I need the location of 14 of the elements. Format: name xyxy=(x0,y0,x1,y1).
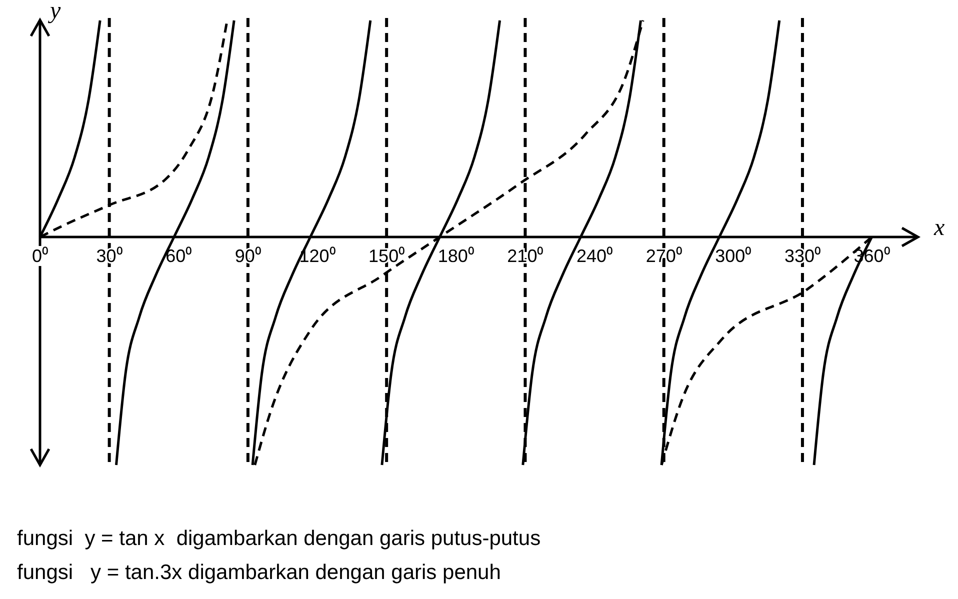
x-tick-label: 120⁰ xyxy=(299,246,336,266)
x-tick-label: 240⁰ xyxy=(576,246,613,266)
x-tick-label: 210⁰ xyxy=(507,246,544,266)
x-tick-label: 60⁰ xyxy=(166,246,192,266)
x-tick-label: 150⁰ xyxy=(368,246,405,266)
x-tick-label: 300⁰ xyxy=(715,246,752,266)
text: fungsi y = tan x digambarkan dengan garis putus-putus xyxy=(17,527,541,550)
x-tick-label: 180⁰ xyxy=(438,246,474,266)
x-tick-label: 270⁰ xyxy=(646,246,682,266)
x-tick-label: 330⁰ xyxy=(784,246,820,266)
x-tick-label: 0⁰ xyxy=(32,246,48,266)
y-axis-title: y xyxy=(48,0,61,24)
x-axis-title: x xyxy=(933,215,945,241)
text: fungsi y = tan.3x digambarkan dengan garis penuh xyxy=(17,561,501,584)
